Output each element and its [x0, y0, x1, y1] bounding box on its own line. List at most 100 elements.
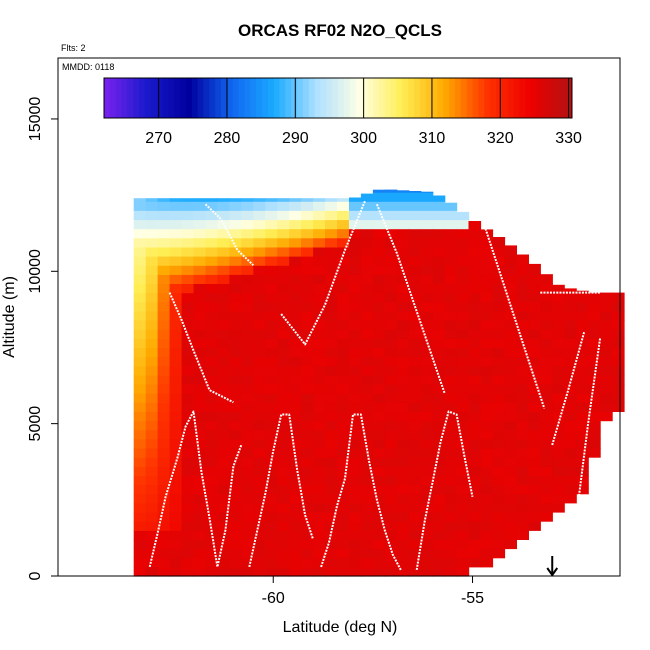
heatmap-cell [408, 256, 422, 266]
heatmap-cell [217, 329, 230, 339]
heatmap-cell [241, 402, 254, 412]
heatmap-cell [480, 283, 494, 294]
heatmap-cell [157, 246, 171, 257]
heatmap-cell [552, 338, 565, 348]
colorbar-swatch [185, 78, 193, 118]
heatmap-cell [480, 402, 494, 412]
heatmap-cell [372, 548, 386, 559]
heatmap-cell [528, 301, 541, 312]
heatmap-cell [492, 466, 506, 476]
heatmap-cell [145, 292, 159, 303]
heatmap-cell [145, 557, 159, 568]
heatmap-cell [588, 438, 601, 449]
heatmap-cell [432, 347, 446, 358]
heatmap-cell [432, 539, 446, 550]
heatmap-cell [265, 310, 278, 321]
heatmap-cell [540, 429, 553, 440]
heatmap-cell [313, 384, 326, 394]
heatmap-cell [325, 448, 338, 458]
heatmap-cell [337, 475, 350, 486]
heatmap-cell [169, 475, 183, 486]
heatmap-cell [432, 237, 446, 248]
heatmap-cell [432, 420, 446, 431]
heatmap-cell [456, 356, 470, 367]
heatmap-cell [193, 557, 207, 568]
heatmap-cell [133, 502, 147, 513]
heatmap-cell [456, 493, 470, 504]
heatmap-cell [600, 365, 613, 376]
flight-track-line [168, 292, 234, 404]
heatmap-cell [145, 228, 159, 239]
heatmap-cell [289, 228, 302, 239]
heatmap-cell [145, 402, 159, 412]
heatmap-cell [337, 521, 350, 531]
plot-frame [57, 57, 621, 577]
heatmap-cell [193, 475, 207, 486]
heatmap-cell [169, 484, 183, 495]
heatmap-cell [360, 566, 374, 577]
heatmap-cell [265, 548, 278, 559]
heatmap-cell [217, 539, 230, 550]
heatmap-cell [313, 237, 326, 248]
heatmap-cell [384, 521, 398, 531]
heatmap-cell [396, 411, 410, 422]
heatmap-cell [217, 374, 230, 385]
heatmap-cell [229, 329, 242, 339]
heatmap-cell [349, 566, 362, 577]
heatmap-cell [432, 246, 446, 257]
heatmap-cell [277, 310, 290, 321]
heatmap-cell [516, 254, 529, 257]
heatmap-cell [253, 466, 266, 476]
heatmap-cell [349, 274, 362, 284]
heatmap-cell [576, 411, 589, 422]
heatmap-cell [360, 502, 374, 513]
heatmap-cell [313, 539, 326, 550]
heatmap-cell [337, 301, 350, 312]
heatmap-cell [157, 237, 171, 248]
heatmap-cell [217, 475, 230, 486]
heatmap-cell [492, 484, 506, 495]
heatmap-cell [133, 301, 147, 312]
heatmap-cell [468, 338, 482, 348]
colorbar-swatch [443, 78, 450, 118]
heatmap-cell [420, 301, 434, 312]
heatmap-cell [384, 402, 398, 412]
heatmap-cell [277, 493, 290, 504]
heatmap-cell [576, 438, 589, 449]
heatmap-cell [372, 228, 386, 239]
heatmap-cell [540, 320, 553, 330]
heatmap-cell [528, 283, 541, 294]
heatmap-cell [145, 256, 159, 266]
heatmap-cell [432, 384, 446, 394]
heatmap-cell [492, 502, 506, 513]
heatmap-cell [349, 365, 362, 376]
heatmap-cell [205, 411, 219, 422]
heatmap-cell [169, 356, 183, 367]
heatmap-cell [241, 539, 254, 550]
heatmap-cell [193, 530, 207, 540]
heatmap-cell [492, 429, 506, 440]
heatmap-cell [360, 557, 374, 568]
heatmap-cell [564, 475, 577, 486]
heatmap-cell [408, 192, 422, 202]
heatmap-cell [528, 493, 541, 504]
colorbar-swatch [384, 78, 392, 118]
heatmap-cell [492, 310, 506, 321]
heatmap-cell [289, 292, 302, 303]
heatmap-cell [420, 237, 434, 248]
heatmap-cell [193, 219, 207, 230]
colorbar-swatch [320, 78, 327, 118]
heatmap-cell [253, 493, 266, 504]
heatmap-cell [528, 374, 541, 385]
heatmap-cell [384, 466, 398, 476]
heatmap-cell [133, 557, 147, 568]
heatmap-cell [181, 530, 195, 540]
heatmap-cell [205, 265, 219, 275]
heatmap-cell [420, 201, 434, 211]
heatmap-cell [253, 429, 266, 440]
heatmap-cell [360, 237, 374, 248]
heatmap-cell [157, 219, 171, 230]
heatmap-cell [480, 310, 494, 321]
heatmap-cell [313, 356, 326, 367]
heatmap-cell [289, 210, 302, 221]
